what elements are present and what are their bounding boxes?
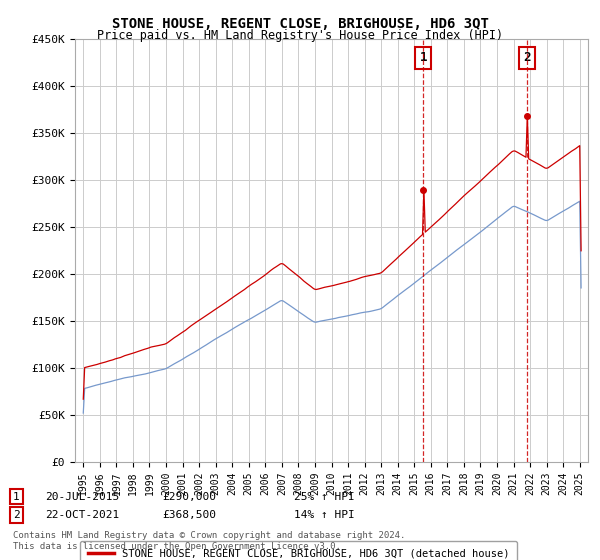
Text: Price paid vs. HM Land Registry's House Price Index (HPI): Price paid vs. HM Land Registry's House … — [97, 29, 503, 42]
Text: 2: 2 — [523, 52, 530, 64]
Text: 25% ↑ HPI: 25% ↑ HPI — [294, 492, 355, 502]
Legend: STONE HOUSE, REGENT CLOSE, BRIGHOUSE, HD6 3QT (detached house), HPI: Average pri: STONE HOUSE, REGENT CLOSE, BRIGHOUSE, HD… — [80, 541, 517, 560]
Text: 22-OCT-2021: 22-OCT-2021 — [45, 510, 119, 520]
Text: 20-JUL-2015: 20-JUL-2015 — [45, 492, 119, 502]
Text: £290,000: £290,000 — [162, 492, 216, 502]
Text: 14% ↑ HPI: 14% ↑ HPI — [294, 510, 355, 520]
Text: Contains HM Land Registry data © Crown copyright and database right 2024.: Contains HM Land Registry data © Crown c… — [13, 531, 406, 540]
Text: £368,500: £368,500 — [162, 510, 216, 520]
Text: 1: 1 — [13, 492, 20, 502]
Text: 1: 1 — [419, 52, 427, 64]
Text: This data is licensed under the Open Government Licence v3.0.: This data is licensed under the Open Gov… — [13, 542, 341, 551]
Text: STONE HOUSE, REGENT CLOSE, BRIGHOUSE, HD6 3QT: STONE HOUSE, REGENT CLOSE, BRIGHOUSE, HD… — [112, 17, 488, 31]
Text: 2: 2 — [13, 510, 20, 520]
